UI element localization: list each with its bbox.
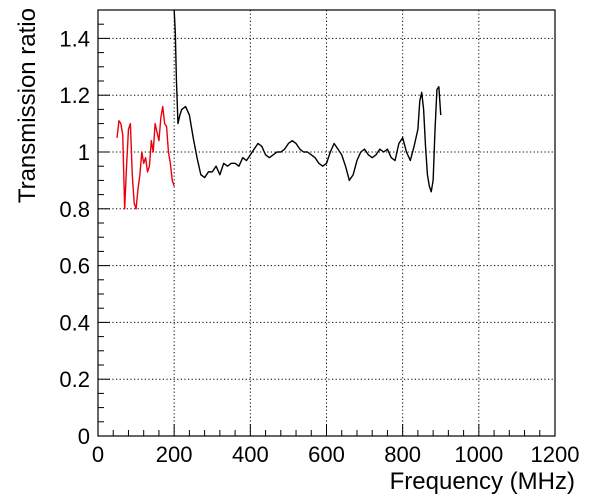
y-tick-label: 0.4 [59,310,90,335]
y-tick-label: 0.8 [59,197,90,222]
x-tick-label: 200 [156,442,193,467]
y-tick-label: 0.6 [59,254,90,279]
x-tick-label: 800 [384,442,421,467]
data-series [116,10,442,210]
red-series-line [116,105,175,210]
tick-labels: 0 200 400 600 800 1000 1200 0 0.2 0.4 0.6 0.8 1 1.2 1.… [59,26,579,467]
x-tick-label: 600 [308,442,345,467]
y-tick-label: 1.2 [59,83,90,108]
grid-lines [98,10,555,436]
y-tick-label: 0.2 [59,367,90,392]
x-axis-title: Frequency (MHz) [390,468,575,495]
black-series-line [173,10,442,193]
x-tick-label: 1000 [454,442,503,467]
y-tick-label: 1 [78,140,90,165]
x-tick-label: 1200 [531,442,580,467]
x-tick-label: 400 [232,442,269,467]
axis-ticks [97,23,556,437]
y-tick-label: 0 [78,424,90,449]
y-tick-label: 1.4 [59,26,90,51]
x-tick-label: 0 [92,442,104,467]
y-axis-title: Transmission ratio [14,8,41,203]
